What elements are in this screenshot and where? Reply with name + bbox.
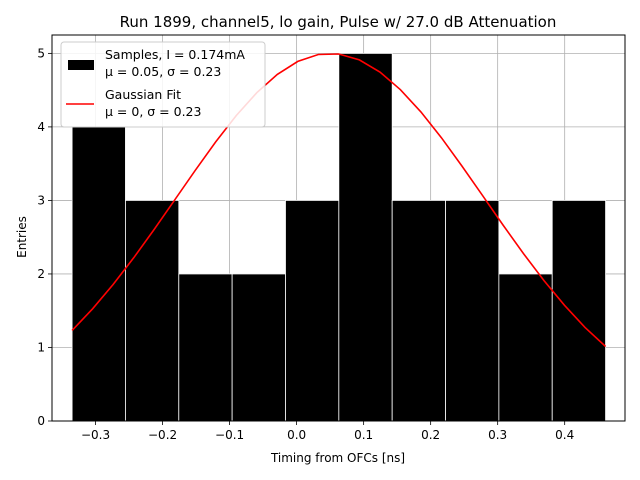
histogram-bar — [285, 200, 340, 422]
histogram-bar — [71, 126, 126, 422]
histogram-bar — [391, 200, 446, 422]
axis-ticks: −0.3 −0.2 −0.1 0.0 0.1 0.2 0.3 0.4 0 1 2 3 4 5 — [37, 46, 574, 442]
x-tick-label: 0.1 — [354, 428, 373, 442]
y-axis-label: Entries — [15, 216, 29, 258]
x-tick-label: 0.4 — [555, 428, 574, 442]
x-tick-label: 0.0 — [287, 428, 306, 442]
y-tick-label: 3 — [37, 193, 45, 207]
histogram-bar — [498, 273, 553, 422]
chart-title: Run 1899, channel5, lo gain, Pulse w/ 27… — [120, 13, 557, 31]
legend-fit-stats: μ = 0, σ = 0.23 — [105, 104, 201, 119]
legend: Samples, I = 0.174mA μ = 0.05, σ = 0.23 … — [60, 41, 266, 128]
y-tick-label: 5 — [37, 46, 45, 60]
histogram-bar — [231, 273, 286, 422]
histogram-bar — [445, 200, 500, 422]
plot-frame — [51, 34, 626, 422]
fit-curve — [71, 53, 607, 348]
legend-samples-stats: μ = 0.05, σ = 0.23 — [105, 64, 221, 79]
x-tick-label: −0.2 — [148, 428, 177, 442]
legend-samples-label: Samples, I = 0.174mA — [105, 47, 245, 62]
y-tick-label: 2 — [37, 267, 45, 281]
x-tick-label: −0.3 — [81, 428, 110, 442]
histogram-bar — [125, 200, 180, 422]
x-axis-label: Timing from OFCs [ns] — [270, 451, 405, 465]
legend-fit-label: Gaussian Fit — [105, 87, 181, 102]
legend-samples-swatch — [68, 60, 94, 70]
histogram-bar — [338, 52, 393, 422]
x-tick-label: 0.3 — [488, 428, 507, 442]
y-tick-label: 1 — [37, 340, 45, 354]
y-tick-label: 4 — [37, 120, 45, 134]
legend-box — [60, 41, 266, 128]
x-tick-label: −0.1 — [215, 428, 244, 442]
gaussian-fit — [71, 53, 607, 348]
y-tick-label: 0 — [37, 414, 45, 428]
x-tick-label: 0.2 — [421, 428, 440, 442]
histogram-bar — [178, 273, 233, 422]
histogram-bars — [71, 52, 606, 422]
histogram-bar — [551, 200, 606, 422]
